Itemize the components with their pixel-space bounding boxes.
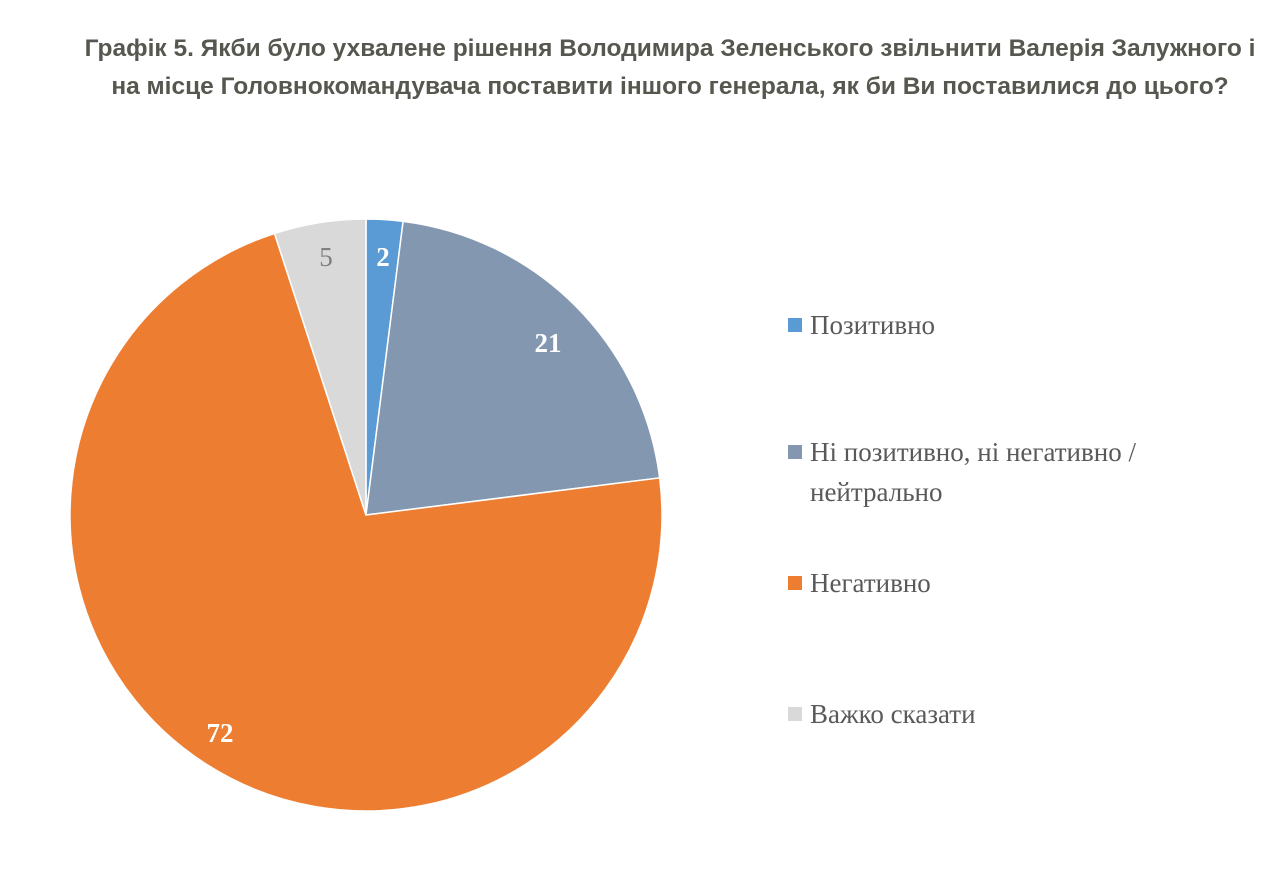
legend-swatch <box>788 707 802 721</box>
legend-label: Ні позитивно, ні негативно / нейтрально <box>810 437 1136 507</box>
legend-label: Важко сказати <box>810 699 976 729</box>
legend-item: Важко сказати <box>788 694 976 734</box>
data-label-3: 72 <box>207 718 234 748</box>
legend-label: Позитивно <box>810 310 936 340</box>
legend-swatch <box>788 318 802 332</box>
chart-title: Графік 5. Якби було ухвалене рішення Вол… <box>84 35 1256 100</box>
pie-slice-3 <box>69 232 663 812</box>
legend-item: Негативно <box>788 563 931 603</box>
legend-label: Негативно <box>810 568 931 598</box>
data-label-1: 2 <box>376 242 390 272</box>
data-label-2: 21 <box>535 328 562 358</box>
legend-swatch <box>788 445 802 459</box>
legend-item: Ні позитивно, ні негативно / нейтрально <box>788 432 1250 512</box>
legend-item: Позитивно <box>788 305 935 345</box>
pie-slice-2 <box>365 220 661 516</box>
legend-swatch <box>788 576 802 590</box>
pie-slice-4 <box>273 218 367 516</box>
data-label-4: 5 <box>319 242 333 272</box>
